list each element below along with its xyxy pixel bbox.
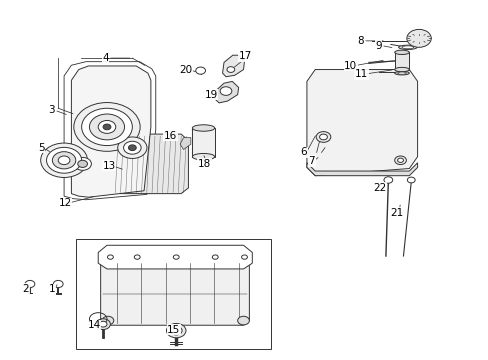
Polygon shape [98,245,252,269]
Circle shape [173,255,179,259]
Circle shape [74,157,91,170]
Circle shape [102,316,114,325]
Text: 14: 14 [87,320,101,330]
Text: 2: 2 [22,284,29,294]
Polygon shape [180,138,190,149]
Circle shape [394,156,406,165]
Ellipse shape [398,45,416,49]
Text: 7: 7 [308,156,314,166]
Circle shape [397,158,403,162]
Circle shape [53,280,63,288]
Circle shape [74,103,140,151]
Text: 13: 13 [102,161,115,171]
Circle shape [118,137,147,158]
Circle shape [226,67,234,72]
Ellipse shape [394,71,408,75]
Ellipse shape [394,50,408,54]
Polygon shape [215,81,238,103]
Circle shape [241,255,247,259]
Text: 6: 6 [300,147,306,157]
Circle shape [41,143,87,177]
Text: 18: 18 [198,159,211,169]
Circle shape [46,147,81,173]
Text: 11: 11 [354,69,367,79]
Text: 12: 12 [58,198,72,208]
Bar [76,239,271,348]
Bar [192,128,214,157]
Circle shape [212,255,218,259]
Circle shape [220,87,231,95]
Polygon shape [101,260,249,325]
Circle shape [89,114,124,140]
Circle shape [166,323,185,338]
Circle shape [99,321,107,327]
Circle shape [195,67,205,74]
Ellipse shape [397,72,406,74]
Circle shape [96,319,110,329]
Circle shape [103,124,111,130]
Text: 19: 19 [204,90,218,100]
Text: 4: 4 [102,53,109,63]
Text: 10: 10 [344,61,357,71]
Circle shape [407,177,414,183]
Circle shape [107,255,113,259]
Ellipse shape [192,153,214,160]
Circle shape [58,156,70,165]
Ellipse shape [394,67,408,72]
Circle shape [170,326,182,335]
Text: 15: 15 [167,325,180,335]
Ellipse shape [401,46,413,49]
Circle shape [52,152,76,169]
Text: 22: 22 [373,183,386,193]
Polygon shape [71,66,151,197]
Text: 9: 9 [374,41,381,50]
Text: 3: 3 [48,105,55,115]
Text: 5: 5 [38,143,44,153]
Text: 17: 17 [238,51,252,61]
Text: 1: 1 [49,284,56,294]
Circle shape [123,141,141,154]
Text: 8: 8 [357,36,363,46]
Circle shape [237,316,249,325]
Polygon shape [112,134,188,194]
Circle shape [319,134,327,140]
Circle shape [128,145,136,150]
Polygon shape [306,69,417,176]
Bar [394,52,408,69]
Circle shape [98,121,116,134]
Circle shape [81,108,132,145]
Circle shape [383,177,392,183]
Text: 16: 16 [163,131,177,141]
Polygon shape [222,55,244,77]
Ellipse shape [192,125,214,131]
Circle shape [134,255,140,259]
Circle shape [78,160,87,167]
Text: 21: 21 [389,208,403,218]
Text: 20: 20 [179,64,192,75]
Circle shape [316,132,330,142]
Circle shape [25,280,35,288]
Polygon shape [306,163,417,176]
Circle shape [406,30,430,47]
